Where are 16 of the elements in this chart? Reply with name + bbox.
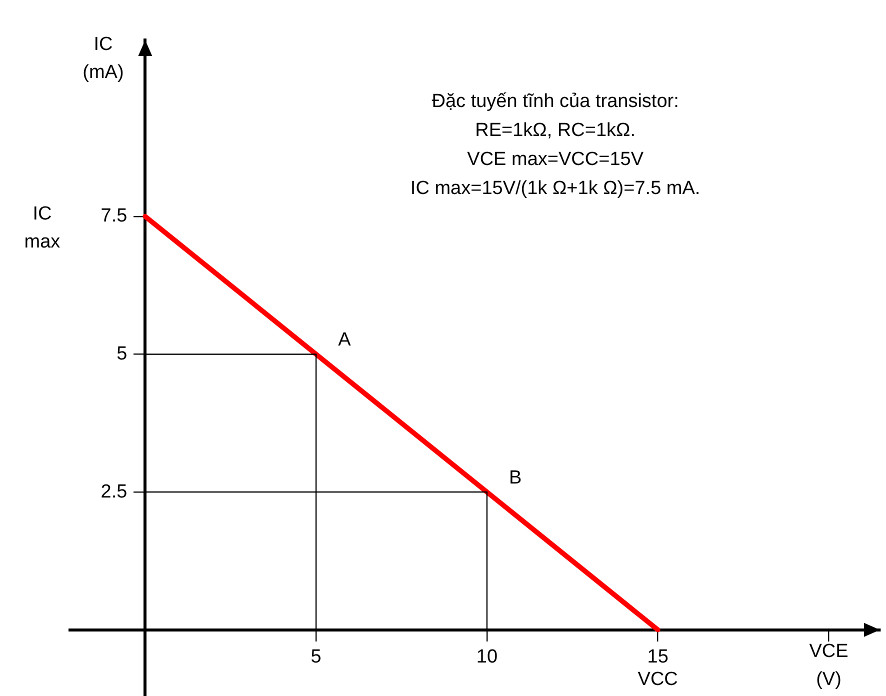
- annotation: A: [338, 329, 352, 350]
- y-axis-title: IC (mA): [82, 34, 124, 84]
- annotation: IC max=15V/(1k Ω+1k Ω)=7.5 mA.: [410, 178, 700, 200]
- y-tick-label: 7.5: [100, 206, 128, 227]
- y-tick-label: 5: [116, 343, 128, 364]
- annotation: RE=1kΩ, RC=1kΩ.: [475, 120, 636, 142]
- x-tick-label: 10: [476, 646, 498, 668]
- annotation: VCC: [638, 669, 678, 690]
- text: Đặc tuyến tĩnh của transistor:: [432, 91, 679, 112]
- annotation: VCE max=VCC=15V: [467, 149, 644, 170]
- x-tick-label: 5: [310, 646, 322, 668]
- text: IC max: [24, 204, 61, 253]
- y-tick-label: 2.5: [100, 481, 128, 502]
- x-tick-label: 15: [647, 646, 668, 668]
- x-axis-title: VCE (V): [809, 641, 848, 690]
- annotation: B: [508, 467, 522, 488]
